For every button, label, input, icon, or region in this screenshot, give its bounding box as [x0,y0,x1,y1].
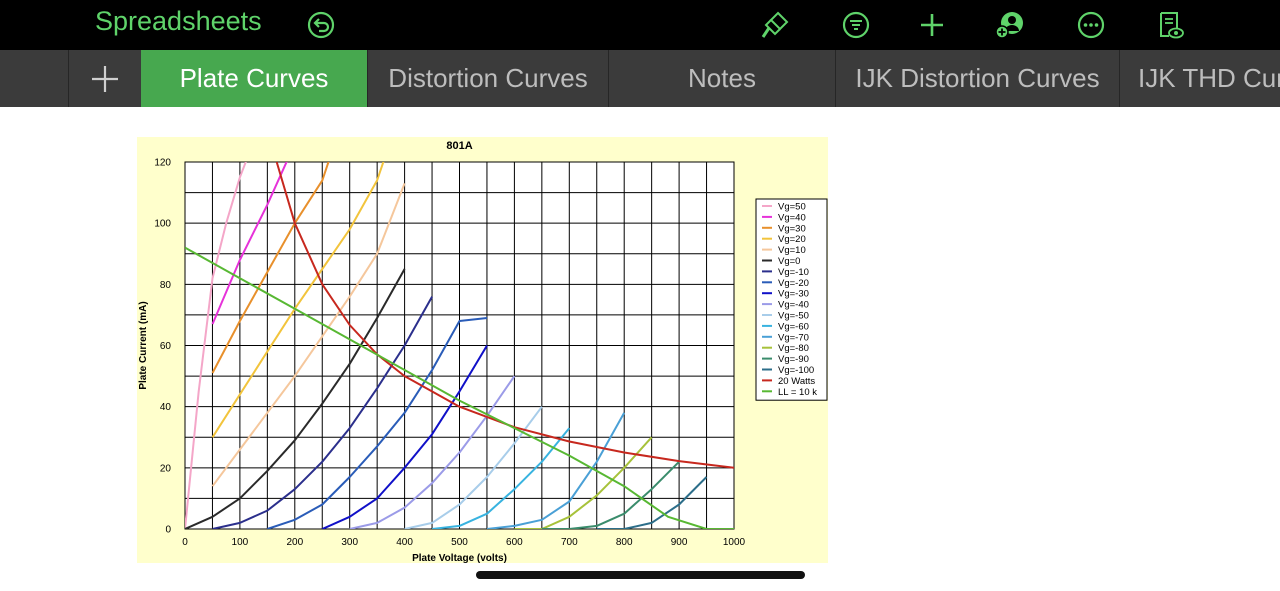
chart-title: 801A [446,140,472,152]
series-line-8 [266,317,488,529]
series-line-10 [349,375,516,529]
series-line-4 [211,162,385,438]
legend-entry: Vg=30 [778,223,806,234]
x-tick-label: 300 [341,537,358,548]
add-sheet-button[interactable] [68,50,141,107]
x-tick-label: 800 [616,537,633,548]
legend-box [755,198,828,401]
series-line-9 [321,344,488,529]
legend-entry: Vg=0 [778,256,800,267]
series-line-12 [431,427,571,529]
series-line-1 [185,162,247,529]
x-tick-label: 400 [396,537,413,548]
series-line-5 [211,183,406,487]
sheet-tab-bar: Plate Curves Distortion Curves Notes IJK… [0,50,1280,107]
x-tick-label: 500 [451,537,468,548]
x-tick-label: 200 [286,537,303,548]
series-line-6 [185,268,406,529]
top-toolbar: Spreadsheets [0,0,1280,50]
tab-plate-curves[interactable]: Plate Curves [141,50,368,107]
series-line-7 [212,296,433,529]
horizontal-scrollbar[interactable] [476,571,805,579]
legend-entry: Vg=20 [778,234,806,245]
y-tick-label: 40 [160,402,172,413]
series-line-15 [541,460,680,529]
tab-ijk-thd-curves[interactable]: IJK THD Curves [1120,50,1280,107]
y-tick-label: 60 [160,341,172,352]
y-tick-label: 0 [165,525,171,536]
legend-entry: Vg=-40 [778,300,809,311]
tab-distortion-curves[interactable]: Distortion Curves [368,50,609,107]
series-line-14 [514,436,653,529]
series-line-2 [211,162,288,325]
more-icon[interactable] [1074,8,1108,42]
legend-entry: Vg=-70 [778,332,809,343]
legend-entry: Vg=-90 [778,354,809,365]
legend-entry: Vg=-60 [778,321,809,332]
legend-entry: LL = 10 k [778,387,817,398]
x-tick-label: 1000 [723,537,746,548]
legend-entry: Vg=-20 [778,278,809,289]
legend-entry: Vg=-100 [778,365,814,376]
legend-entry: Vg=-10 [778,267,809,278]
tab-ijk-distortion-curves[interactable]: IJK Distortion Curves [836,50,1120,107]
legend-entry: Vg=-30 [778,289,809,300]
x-tick-label: 0 [182,537,188,548]
x-tick-label: 900 [671,537,688,548]
legend-entry: Vg=-80 [778,343,809,354]
tab-notes[interactable]: Notes [609,50,836,107]
legend-entry: 20 Watts [778,376,815,387]
x-tick-label: 600 [506,537,523,548]
series-line-13 [486,412,626,529]
y-tick-label: 80 [160,280,172,291]
x-tick-label: 700 [561,537,578,548]
plus-icon [92,65,118,92]
plate-curves-chart: 0 100 200 300 400 500 600 700 800 900 1000 0 20 40 60 8… [138,140,828,564]
y-tick-label: 120 [154,158,171,169]
chart-container[interactable]: 0 100 200 300 400 500 600 700 800 900 1000 0 20 40 60 8… [137,137,828,564]
reader-view-icon[interactable] [1153,8,1187,42]
series-line-18 [185,246,734,529]
paintbrush-icon[interactable] [758,8,792,42]
y-tick-label: 20 [160,463,172,474]
x-axis-label: Plate Voltage (volts) [412,553,507,563]
series-line-11 [404,406,543,529]
legend-entry: Vg=10 [778,245,806,256]
app-title[interactable]: Spreadsheets [95,6,262,36]
collaborate-icon[interactable] [993,8,1027,42]
series-line-3 [211,162,330,374]
plus-icon[interactable] [915,8,949,42]
series-line-17 [275,162,734,469]
y-tick-label: 100 [154,219,171,230]
x-tick-label: 100 [232,537,249,548]
series-line-16 [596,476,708,529]
undo-icon[interactable] [304,8,338,42]
y-axis-label: Plate Current (mA) [138,301,149,389]
filter-icon[interactable] [839,8,873,42]
legend-entry: Vg=-50 [778,311,809,322]
legend-entry: Vg=50 [778,202,806,213]
legend-entry: Vg=40 [778,212,806,223]
